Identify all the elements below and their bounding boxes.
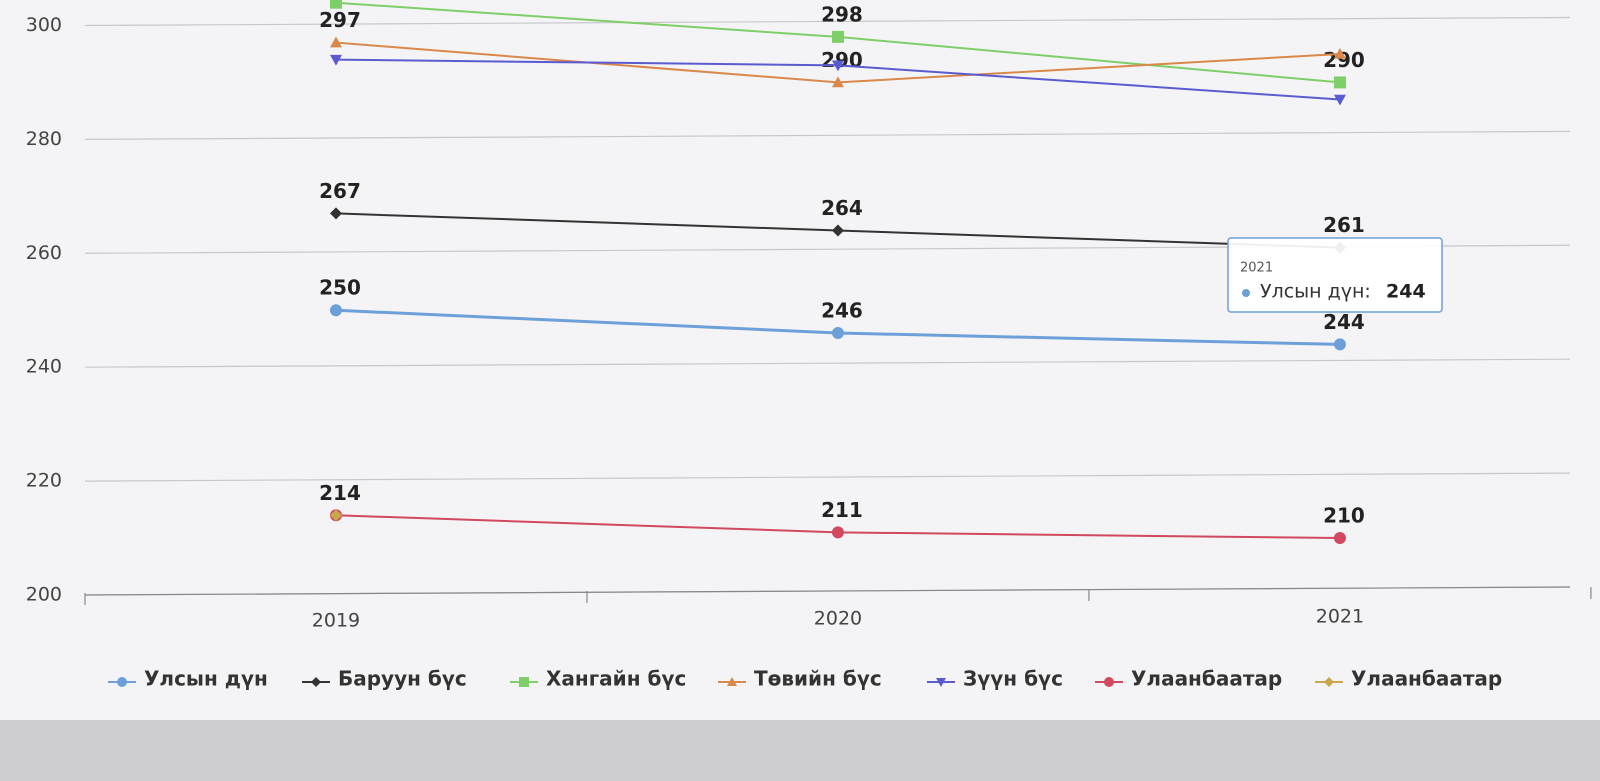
window-footer [0, 720, 1600, 781]
grid-line [84, 358, 1571, 368]
legend-label: Улсын дүн [144, 667, 268, 691]
legend-label: Улаанбаатар [1351, 667, 1502, 691]
y-tick-label: 220 [26, 470, 62, 492]
legend-label: Улаанбаатар [1131, 667, 1282, 691]
y-tick-label: 280 [26, 128, 62, 150]
data-label: 211 [821, 498, 863, 522]
marker [311, 677, 321, 687]
y-tick-label: 240 [26, 356, 62, 378]
marker [329, 207, 342, 220]
marker [936, 678, 946, 687]
data-label: 264 [821, 196, 863, 220]
grid-line [84, 130, 1571, 140]
grid-line [84, 472, 1571, 482]
marker [329, 304, 342, 317]
x-tick-label: 2020 [814, 608, 862, 630]
y-tick-label: 260 [26, 242, 62, 264]
x-tick-label: 2019 [312, 610, 360, 632]
marker [1333, 338, 1346, 351]
marker [519, 677, 529, 687]
tooltip-marker [1242, 289, 1250, 297]
marker [1104, 677, 1114, 687]
legend-label: Хангайн бүс [546, 667, 686, 691]
plot-area: 250 246 244 267 264 261 298 290 297 290 214 211 210 [319, 0, 1365, 545]
marker [831, 30, 844, 43]
marker [117, 677, 127, 687]
marker [329, 509, 342, 522]
marker [329, 0, 342, 9]
legend-label: Зүүн бүс [963, 667, 1063, 691]
marker [727, 677, 737, 686]
data-label: 267 [319, 179, 361, 203]
data-label: 214 [319, 481, 361, 505]
marker [831, 327, 844, 340]
marker [831, 224, 844, 237]
data-label: 250 [319, 276, 361, 300]
data-label: 298 [821, 2, 863, 26]
data-label: 210 [1323, 504, 1365, 528]
data-label: 297 [319, 8, 361, 32]
marker [1333, 47, 1346, 59]
data-label: 246 [821, 299, 863, 323]
data-label: 261 [1323, 213, 1365, 237]
tooltip-value: 244 [1386, 281, 1426, 303]
legend-label: Төвийн бүс [754, 667, 882, 691]
tooltip-box [1227, 237, 1443, 313]
tooltip-title: 2021 [1240, 261, 1273, 276]
legend: Улсын дүн Баруун бүс Хангайн бүс Төвийн бүс… [108, 667, 1502, 691]
tooltip-label: Улсын дүн: [1260, 281, 1371, 303]
marker [1333, 94, 1346, 106]
x-tick-label: 2021 [1316, 606, 1364, 628]
marker [831, 526, 844, 539]
y-tick-label: 200 [26, 584, 62, 606]
legend-label: Баруун бүс [338, 667, 467, 691]
tooltip: 2021 Улсын дүн: 244 [1227, 237, 1443, 313]
data-label: 244 [1323, 310, 1365, 334]
y-tick-label: 300 [26, 14, 62, 36]
data-label: 290 [821, 48, 863, 72]
x-axis [84, 586, 1571, 596]
marker [1333, 532, 1346, 545]
marker [329, 54, 342, 66]
data-label: 290 [1323, 48, 1365, 72]
marker [831, 60, 844, 72]
marker [831, 76, 844, 88]
marker [1324, 677, 1334, 687]
marker [329, 36, 342, 48]
grid-line [84, 16, 1571, 27]
marker [1333, 76, 1346, 89]
